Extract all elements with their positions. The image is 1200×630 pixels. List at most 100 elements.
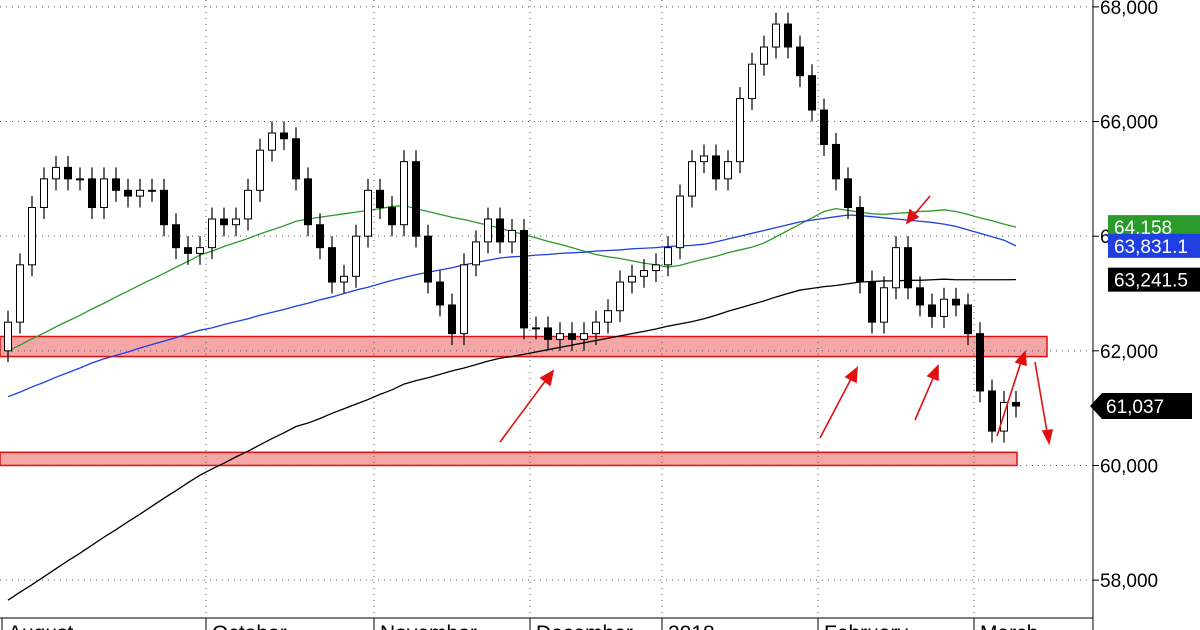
candle-body [364,189,372,237]
candle-body [340,275,348,283]
arrow-head [926,364,939,382]
candle-body [580,333,588,340]
candle-body [16,264,24,323]
last-value-label: 63,241.5 [1114,271,1188,292]
candle-body [244,189,252,220]
candle-body [736,98,744,163]
y-tick-label: 68,000 [1100,0,1158,19]
candle-body [436,281,444,306]
candle-body [940,298,948,317]
arrow [996,361,1022,437]
candle-body [4,321,12,352]
candle-body [100,178,108,209]
moving-average-line [7,278,1017,601]
candle-body [448,304,456,335]
candle-body [772,23,780,48]
last-price-label: 61,037 [1106,397,1164,418]
candle-body [616,281,624,312]
candle-body [904,247,912,289]
candle-body [352,235,360,277]
candle-body [472,241,480,266]
arrow [914,375,935,421]
arrow-head [905,208,920,225]
candle-body [628,275,636,283]
arrow-head [1014,350,1027,367]
candle-body [760,46,768,65]
candle-body [808,75,816,111]
candle-body [196,247,204,254]
candle-body [544,327,552,340]
x-tick-label: December [536,622,633,630]
arrow-head [1041,429,1054,446]
candle-body [400,161,408,226]
arrow-head [539,369,555,387]
candle-body [844,178,852,209]
candle-body [460,264,468,335]
candle-body [832,143,840,180]
candle-body [136,189,144,197]
last-price-box [1090,393,1192,420]
candle-body [676,195,684,249]
y-tick-label: 62,000 [1100,342,1158,363]
candle-body [664,247,672,266]
candle-body [316,224,324,249]
candle-body [964,304,972,335]
candle-body [700,155,708,163]
last-value-box [1108,233,1200,258]
support-band [0,335,1048,358]
candle-body [484,218,492,243]
candle-body [256,149,264,191]
candle-body [796,46,804,77]
candle-body [88,178,96,209]
candle-body [976,333,984,392]
candle-body [292,138,300,180]
annotation-arrows [499,195,1054,446]
candle-body [532,327,540,330]
candle-body [304,178,312,226]
x-tick-label: November [380,622,477,630]
candle-body [172,224,180,249]
candle-body [820,109,828,145]
candle-body [160,189,168,226]
candle-body [268,132,276,151]
support-band [0,451,1018,467]
candle-body [748,63,756,100]
candle-body [496,218,504,243]
candle-body [112,178,120,191]
candle-body [568,333,576,340]
x-tick-label: March [980,622,1038,630]
candle-body [148,189,156,192]
arrow-head [844,366,858,384]
candle-body [640,270,648,277]
candle-body [868,281,876,323]
candle-body [592,321,600,335]
candle-body [724,161,732,180]
candle-body [856,207,864,283]
candle-body [412,161,420,237]
candle-body [232,218,240,226]
candle-body [520,229,528,329]
candle-body [712,155,720,180]
candle-body [28,207,36,266]
candle-body [76,178,84,181]
y-tick-label: 60,000 [1100,456,1158,477]
y-tick-label: 58,000 [1100,571,1158,592]
candle-body [916,287,924,306]
candle-body [556,333,564,340]
candle-body [784,23,792,48]
candle-body [892,247,900,289]
candle-body [604,310,612,323]
candle-body [376,189,384,209]
candle-body [208,218,216,249]
candle-body [652,264,660,272]
candle-body [508,229,516,243]
candle-body [688,161,696,197]
candle-body [184,247,192,254]
candle-body [424,235,432,283]
candle-body [220,218,228,226]
candle-body [880,287,888,323]
arrow [499,379,547,443]
candle-body [52,166,60,180]
candle-body [280,132,288,140]
